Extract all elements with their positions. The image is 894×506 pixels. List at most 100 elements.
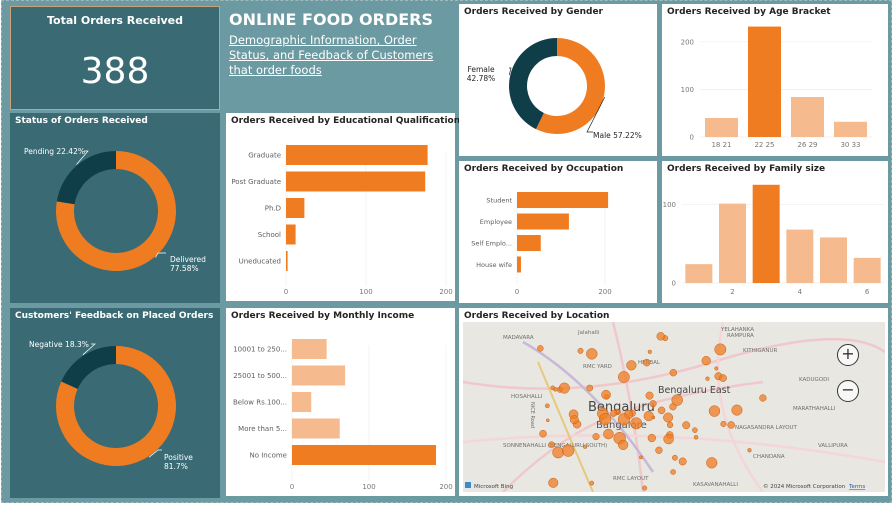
map-order-bubble[interactable] <box>682 421 691 430</box>
map-order-bubble[interactable] <box>714 343 727 356</box>
map-order-bubble[interactable] <box>647 433 656 443</box>
map-order-bubble[interactable] <box>669 368 678 377</box>
map-order-bubble[interactable] <box>649 400 657 408</box>
map-terms-link[interactable]: Terms <box>848 484 865 490</box>
map-order-bubble[interactable] <box>656 332 665 341</box>
map-order-bubble[interactable] <box>610 409 618 417</box>
map-order-bubble[interactable] <box>558 382 570 394</box>
map-order-bubble[interactable] <box>552 446 564 459</box>
map-order-bubble[interactable] <box>670 469 676 475</box>
map-order-bubble[interactable] <box>708 405 721 417</box>
map-order-bubble[interactable] <box>714 366 719 371</box>
family-bar[interactable] <box>752 184 780 283</box>
map-order-bubble[interactable] <box>663 433 674 445</box>
education-bar[interactable] <box>286 171 426 192</box>
occupation-bar[interactable] <box>517 192 609 208</box>
map-order-bubble[interactable] <box>586 348 598 360</box>
gender-slice-female[interactable] <box>509 38 557 130</box>
map-order-bubble[interactable] <box>645 391 654 400</box>
map-order-bubble[interactable] <box>727 421 735 429</box>
map-order-bubble[interactable] <box>561 444 575 457</box>
family-bar[interactable] <box>820 237 847 283</box>
map-order-bubble[interactable] <box>537 345 544 352</box>
occupation-bar[interactable] <box>517 235 541 251</box>
zoom-in-button[interactable]: + <box>837 344 859 366</box>
age-bar[interactable] <box>748 26 781 137</box>
income-bar[interactable] <box>292 418 340 439</box>
income-bar[interactable] <box>292 339 327 359</box>
education-bar[interactable] <box>286 224 296 245</box>
family-bar[interactable] <box>685 264 713 283</box>
map-order-bubble[interactable] <box>678 457 687 466</box>
map-order-bubble[interactable] <box>731 404 743 416</box>
income-bar[interactable] <box>292 365 346 386</box>
map-order-bubble[interactable] <box>569 415 579 425</box>
map-order-bubble[interactable] <box>548 477 559 488</box>
map-order-bubble[interactable] <box>599 412 612 426</box>
map-order-bubble[interactable] <box>643 410 654 422</box>
map-canvas[interactable]: Jalahalli MADAVARA RAMPURA KITHIGANUR RMC YA… <box>463 322 885 492</box>
map-order-bubble[interactable] <box>548 441 555 448</box>
map-order-bubble[interactable] <box>759 394 767 402</box>
education-bar[interactable] <box>286 198 305 218</box>
map-order-bubble[interactable] <box>701 356 711 366</box>
map-order-bubble[interactable] <box>539 429 547 438</box>
map-order-bubble[interactable] <box>592 433 600 441</box>
map-order-bubble[interactable] <box>647 349 652 354</box>
map-order-bubble[interactable] <box>603 428 614 440</box>
map-order-bubble[interactable] <box>586 384 594 392</box>
map-order-bubble[interactable] <box>639 455 643 460</box>
map-order-bubble[interactable] <box>626 360 637 371</box>
map-order-bubble[interactable] <box>630 417 643 430</box>
map-order-bubble[interactable] <box>719 374 727 382</box>
map-order-bubble[interactable] <box>747 448 752 453</box>
map-order-bubble[interactable] <box>618 371 630 383</box>
bing-logo-icon <box>465 482 471 488</box>
map-order-bubble[interactable] <box>693 435 699 440</box>
occupation-bar[interactable] <box>517 256 521 273</box>
map-order-bubble[interactable] <box>550 385 556 391</box>
income-bar[interactable] <box>292 392 312 412</box>
map-order-bubble[interactable] <box>705 376 710 381</box>
age-bar[interactable] <box>705 117 738 137</box>
map-order-bubble[interactable] <box>618 439 629 450</box>
map-order-bubble[interactable] <box>642 358 651 367</box>
map-order-bubble[interactable] <box>666 421 674 429</box>
status-slice-delivered[interactable] <box>56 151 176 271</box>
map-order-bubble[interactable] <box>617 413 631 426</box>
income-category-label: No Income <box>249 452 287 460</box>
map-order-bubble[interactable] <box>577 347 584 354</box>
feedback-slice-negative[interactable] <box>61 346 116 389</box>
family-bar[interactable] <box>719 203 746 283</box>
occupation-category-label: Self Emplo... <box>471 240 512 248</box>
map-order-bubble[interactable] <box>601 389 611 400</box>
map-order-bubble[interactable] <box>671 394 683 406</box>
map-order-bubble[interactable] <box>545 403 550 409</box>
gender-slice-male[interactable] <box>535 38 605 134</box>
status-label-delivered: Delivered <box>170 255 206 264</box>
occupation-bar[interactable] <box>517 213 569 230</box>
map-order-bubble[interactable] <box>545 418 550 423</box>
map-order-bubble[interactable] <box>672 454 678 461</box>
map-order-bubble[interactable] <box>706 457 718 469</box>
map-order-bubble[interactable] <box>720 420 727 427</box>
family-bar[interactable] <box>786 229 814 283</box>
status-slice-pending[interactable] <box>56 151 116 205</box>
map-order-bubble[interactable] <box>642 485 648 491</box>
location-map[interactable]: Jalahalli MADAVARA RAMPURA KITHIGANUR RMC YA… <box>463 322 885 492</box>
map-order-bubble[interactable] <box>589 480 595 486</box>
age-bar[interactable] <box>834 121 867 137</box>
zoom-out-button[interactable]: − <box>837 380 859 402</box>
education-bar[interactable] <box>286 251 288 271</box>
page-subtitle: Demographic Information, Order Status, a… <box>229 33 434 77</box>
map-order-bubble[interactable] <box>657 406 666 415</box>
income-bar[interactable] <box>292 445 436 465</box>
feedback-slice-positive[interactable] <box>56 346 177 466</box>
map-order-bubble[interactable] <box>582 444 588 449</box>
map-order-bubble[interactable] <box>692 427 698 433</box>
education-bar[interactable] <box>286 145 428 165</box>
family-bar[interactable] <box>853 257 881 283</box>
map-order-bubble[interactable] <box>663 412 674 423</box>
age-bar[interactable] <box>791 97 824 137</box>
map-order-bubble[interactable] <box>655 446 663 454</box>
